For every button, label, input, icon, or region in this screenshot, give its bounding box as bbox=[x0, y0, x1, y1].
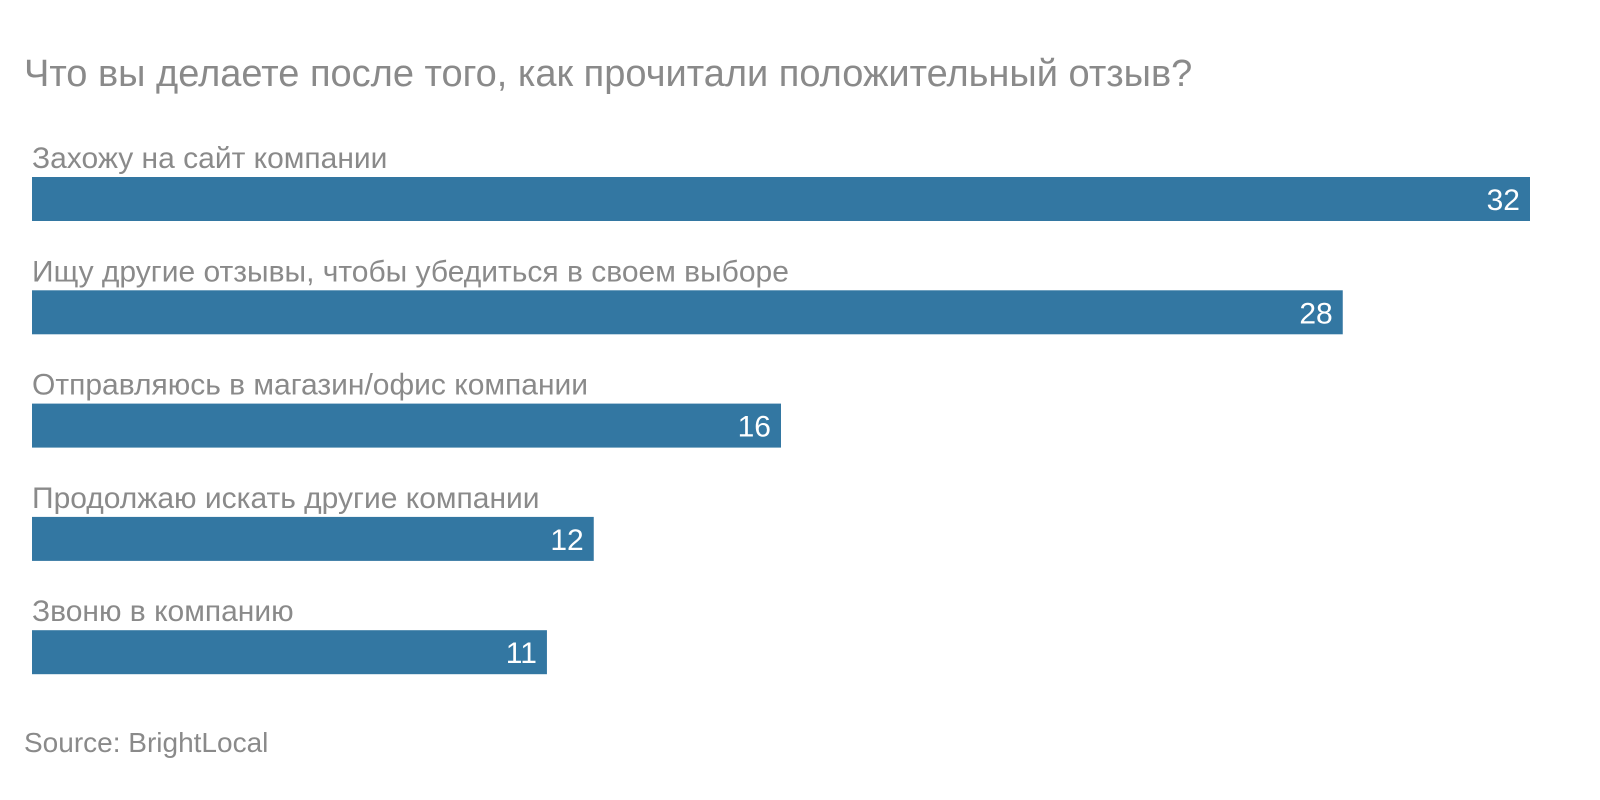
bar bbox=[32, 516, 594, 561]
category-label: Ищу другие отзывы, чтобы убедиться в сво… bbox=[32, 255, 789, 288]
chart-source: Source: BrightLocal bbox=[24, 727, 268, 758]
category-label: Захожу на сайт компании bbox=[32, 142, 387, 175]
bar bbox=[32, 630, 547, 675]
bar-value-label: 28 bbox=[1299, 297, 1332, 330]
bar-value-label: 32 bbox=[1487, 184, 1520, 217]
bar bbox=[32, 290, 1343, 335]
category-label: Звоню в компанию bbox=[32, 595, 294, 628]
chart-title: Что вы делаете после того, как прочитали… bbox=[24, 53, 1192, 95]
bars-group: Захожу на сайт компании 32 Ищу другие отзы… bbox=[32, 142, 1530, 675]
bar-value-label: 16 bbox=[738, 411, 771, 444]
bar-value-label: 12 bbox=[550, 524, 583, 557]
category-label: Отправляюсь в магазин/офис компании bbox=[32, 369, 588, 402]
bar bbox=[32, 177, 1530, 221]
category-label: Продолжаю искать другие компании bbox=[32, 482, 540, 515]
bar-value-label: 11 bbox=[506, 637, 537, 670]
bar bbox=[32, 403, 781, 448]
